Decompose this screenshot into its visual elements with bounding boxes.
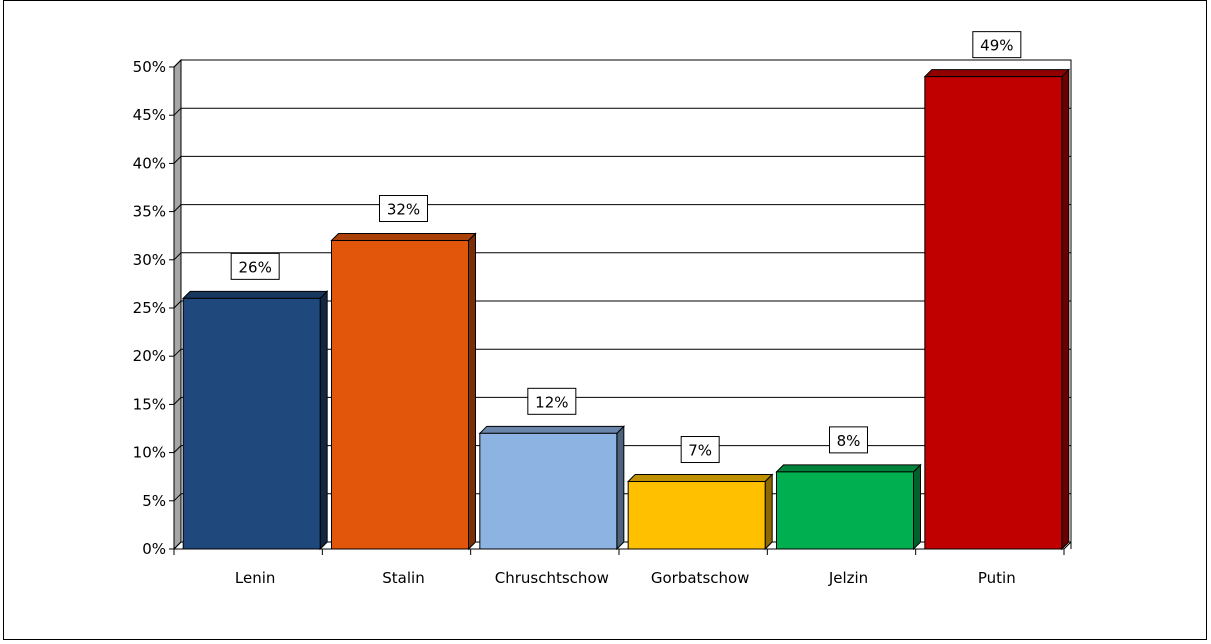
x-tick-label: Jelzin (828, 569, 868, 587)
bar-side (319, 290, 328, 551)
bar-front (924, 76, 1063, 550)
bar-front (479, 432, 618, 550)
gridline-side (173, 252, 182, 261)
y-tick-label: 35% (133, 203, 166, 221)
bar-side (1061, 68, 1070, 551)
gridline-side (173, 397, 182, 405)
data-label-box (680, 436, 720, 464)
x-tick-label: Chruschtschow (495, 569, 609, 587)
bar-stalin (330, 232, 477, 551)
gridline-side (173, 59, 182, 68)
gridline-side (173, 300, 182, 309)
data-label: 12% (535, 393, 568, 411)
axis-layer: 0% 5% 10% 15% 20% 25% 30% 35% 40% 45% 50% (133, 58, 1072, 558)
gridline-side (173, 348, 182, 357)
y-tick-label: 50% (133, 58, 166, 76)
y-tick-label: 5% (142, 492, 166, 510)
y-tick-label: 15% (133, 395, 166, 413)
bar-front (627, 481, 766, 550)
y-tick-label: 10% (133, 444, 166, 462)
data-label-box (379, 195, 428, 223)
data-label-box (527, 387, 577, 415)
gridline-side (173, 204, 182, 212)
bar-gorbatschow (626, 473, 774, 551)
bars-layer (181, 68, 1071, 551)
bar-front (182, 297, 321, 550)
data-label: 8% (837, 432, 861, 450)
x-tick-label: Stalin (382, 569, 424, 587)
bar-side (913, 463, 921, 551)
bar-top (330, 233, 477, 242)
y-tick-label: 20% (133, 347, 166, 365)
bar-top (775, 464, 922, 473)
bar-jelzin (775, 463, 922, 551)
grid-layer (173, 58, 1072, 551)
x-axis-corner (1063, 541, 1072, 550)
data-label: 49% (980, 37, 1013, 55)
bar-top (181, 290, 329, 299)
y-tick-label: 30% (133, 251, 166, 269)
bar-front (776, 471, 914, 550)
data-label: 32% (387, 201, 420, 219)
gridline-side (173, 445, 182, 453)
bar-top (923, 69, 1071, 78)
y-tick-label: 25% (133, 299, 166, 317)
y-tick-label: 45% (133, 106, 166, 124)
data-label-box (972, 31, 1022, 59)
gridline-side (173, 493, 182, 502)
data-label: 7% (688, 442, 712, 460)
data-label-box (829, 426, 868, 454)
bar-lenin (181, 290, 329, 551)
bar-side (468, 232, 476, 551)
bar-chruschtschow (478, 425, 626, 551)
y-tick-label: 40% (133, 154, 166, 172)
x-tick-label: Putin (978, 569, 1016, 587)
bar-top (478, 425, 626, 434)
gridline-side (173, 541, 182, 550)
labels-layer: Lenin 26% Stalin 32% Chruschtschow 12% Gorbats… (230, 31, 1022, 587)
bar-side (764, 473, 773, 551)
gridline-side (173, 107, 182, 116)
bar-top (626, 474, 774, 483)
gridline-side (173, 156, 182, 164)
data-label-box (230, 252, 280, 280)
y-tick-label: 0% (142, 540, 166, 558)
data-label: 26% (238, 258, 271, 276)
bar-front (331, 240, 469, 550)
x-tick-label: Gorbatschow (651, 569, 750, 587)
bar-putin (923, 68, 1071, 551)
bar-side (616, 425, 625, 551)
x-tick-label: Lenin (235, 569, 276, 587)
